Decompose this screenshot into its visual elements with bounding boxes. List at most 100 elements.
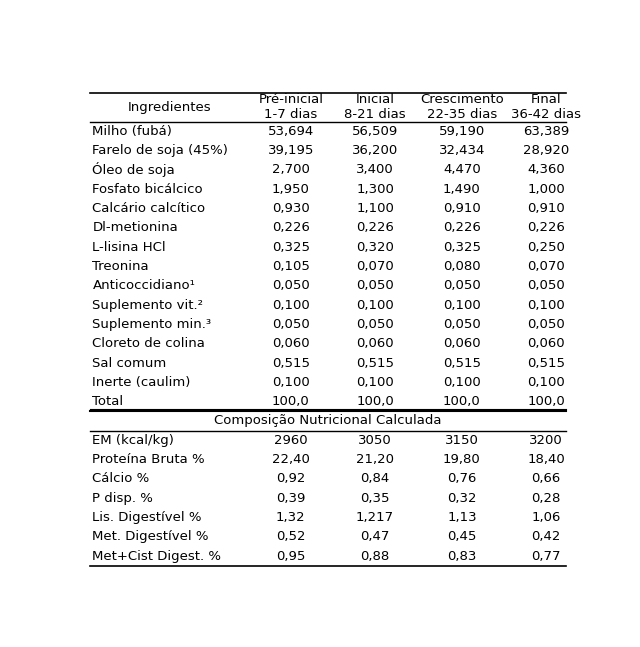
Text: 32,434: 32,434 — [439, 144, 485, 157]
Text: Pré-inicial
1-7 dias: Pré-inicial 1-7 dias — [259, 93, 323, 121]
Text: Met+Cist Digest. %: Met+Cist Digest. % — [92, 550, 221, 563]
Text: 0,250: 0,250 — [527, 241, 565, 254]
Text: 0,45: 0,45 — [447, 531, 477, 543]
Text: Met. Digestível %: Met. Digestível % — [92, 531, 209, 543]
Text: 0,100: 0,100 — [443, 376, 481, 389]
Text: 19,80: 19,80 — [443, 453, 481, 466]
Text: 21,20: 21,20 — [356, 453, 394, 466]
Text: Cálcio %: Cálcio % — [92, 472, 150, 485]
Text: Suplemento min.³: Suplemento min.³ — [92, 318, 212, 331]
Text: 0,95: 0,95 — [276, 550, 305, 563]
Text: 0,226: 0,226 — [272, 221, 310, 234]
Text: 39,195: 39,195 — [268, 144, 314, 157]
Text: 1,06: 1,06 — [532, 511, 561, 524]
Text: 0,100: 0,100 — [272, 298, 310, 312]
Text: 0,050: 0,050 — [356, 318, 394, 331]
Text: Inerte (caulim): Inerte (caulim) — [92, 376, 191, 389]
Text: 4,470: 4,470 — [443, 163, 481, 177]
Text: 0,226: 0,226 — [527, 221, 565, 234]
Text: 1,000: 1,000 — [527, 182, 565, 195]
Text: 0,100: 0,100 — [356, 376, 394, 389]
Text: 0,050: 0,050 — [443, 280, 481, 292]
Text: 18,40: 18,40 — [527, 453, 565, 466]
Text: Anticoccidiano¹: Anticoccidiano¹ — [92, 280, 195, 292]
Text: 100,0: 100,0 — [527, 395, 565, 408]
Text: 100,0: 100,0 — [443, 395, 481, 408]
Text: Suplemento vit.²: Suplemento vit.² — [92, 298, 204, 312]
Text: 4,360: 4,360 — [527, 163, 565, 177]
Text: 1,13: 1,13 — [447, 511, 477, 524]
Text: 36,200: 36,200 — [352, 144, 398, 157]
Text: 1,217: 1,217 — [356, 511, 394, 524]
Text: 0,060: 0,060 — [356, 337, 394, 350]
Text: 3,400: 3,400 — [356, 163, 394, 177]
Text: 1,950: 1,950 — [272, 182, 310, 195]
Text: 0,515: 0,515 — [527, 356, 565, 369]
Text: 3150: 3150 — [445, 433, 479, 447]
Text: 0,66: 0,66 — [532, 472, 561, 485]
Text: Milho (fubá): Milho (fubá) — [92, 125, 172, 138]
Text: 0,515: 0,515 — [356, 356, 394, 369]
Text: 1,32: 1,32 — [276, 511, 306, 524]
Text: 0,050: 0,050 — [443, 318, 481, 331]
Text: Composição Nutricional Calculada: Composição Nutricional Calculada — [214, 415, 442, 428]
Text: 0,100: 0,100 — [527, 298, 565, 312]
Text: 0,100: 0,100 — [443, 298, 481, 312]
Text: 2,700: 2,700 — [272, 163, 310, 177]
Text: 0,910: 0,910 — [527, 202, 565, 215]
Text: 0,515: 0,515 — [443, 356, 481, 369]
Text: 0,84: 0,84 — [360, 472, 390, 485]
Text: Sal comum: Sal comum — [92, 356, 166, 369]
Text: 0,320: 0,320 — [356, 241, 394, 254]
Text: Fosfato bicálcico: Fosfato bicálcico — [92, 182, 203, 195]
Text: 0,325: 0,325 — [272, 241, 310, 254]
Text: Proteína Bruta %: Proteína Bruta % — [92, 453, 205, 466]
Text: 56,509: 56,509 — [352, 125, 398, 138]
Text: 0,100: 0,100 — [527, 376, 565, 389]
Text: 0,050: 0,050 — [527, 280, 565, 292]
Text: 0,35: 0,35 — [360, 492, 390, 505]
Text: 1,490: 1,490 — [443, 182, 481, 195]
Text: 0,76: 0,76 — [447, 472, 477, 485]
Text: 3050: 3050 — [358, 433, 392, 447]
Text: 0,060: 0,060 — [272, 337, 310, 350]
Text: 0,060: 0,060 — [527, 337, 565, 350]
Text: EM (kcal/kg): EM (kcal/kg) — [92, 433, 174, 447]
Text: 0,83: 0,83 — [447, 550, 477, 563]
Text: 28,920: 28,920 — [523, 144, 570, 157]
Text: 0,050: 0,050 — [527, 318, 565, 331]
Text: Final
36-42 dias: Final 36-42 dias — [511, 93, 581, 121]
Text: 0,070: 0,070 — [356, 260, 394, 273]
Text: L-lisina HCl: L-lisina HCl — [92, 241, 166, 254]
Text: 0,226: 0,226 — [443, 221, 481, 234]
Text: 0,88: 0,88 — [360, 550, 390, 563]
Text: 0,910: 0,910 — [443, 202, 481, 215]
Text: Lis. Digestível %: Lis. Digestível % — [92, 511, 202, 524]
Text: 0,050: 0,050 — [272, 280, 310, 292]
Text: 2960: 2960 — [274, 433, 308, 447]
Text: Cloreto de colina: Cloreto de colina — [92, 337, 205, 350]
Text: 3200: 3200 — [529, 433, 563, 447]
Text: 0,050: 0,050 — [356, 280, 394, 292]
Text: Dl-metionina: Dl-metionina — [92, 221, 178, 234]
Text: Total: Total — [92, 395, 124, 408]
Text: 0,42: 0,42 — [532, 531, 561, 543]
Text: 0,105: 0,105 — [272, 260, 310, 273]
Text: 59,190: 59,190 — [439, 125, 485, 138]
Text: 100,0: 100,0 — [272, 395, 310, 408]
Text: 0,930: 0,930 — [272, 202, 310, 215]
Text: 0,77: 0,77 — [531, 550, 561, 563]
Text: 0,080: 0,080 — [443, 260, 481, 273]
Text: 1,100: 1,100 — [356, 202, 394, 215]
Text: Ingredientes: Ingredientes — [127, 100, 211, 114]
Text: Inicial
8-21 dias: Inicial 8-21 dias — [344, 93, 406, 121]
Text: Treonina: Treonina — [92, 260, 149, 273]
Text: 0,100: 0,100 — [356, 298, 394, 312]
Text: 0,100: 0,100 — [272, 376, 310, 389]
Text: 0,060: 0,060 — [443, 337, 481, 350]
Text: 0,47: 0,47 — [360, 531, 390, 543]
Text: 0,325: 0,325 — [443, 241, 481, 254]
Text: 53,694: 53,694 — [268, 125, 314, 138]
Text: 0,515: 0,515 — [272, 356, 310, 369]
Text: 0,050: 0,050 — [272, 318, 310, 331]
